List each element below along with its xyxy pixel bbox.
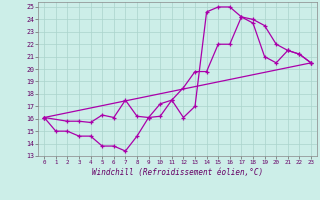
X-axis label: Windchill (Refroidissement éolien,°C): Windchill (Refroidissement éolien,°C) (92, 168, 263, 177)
